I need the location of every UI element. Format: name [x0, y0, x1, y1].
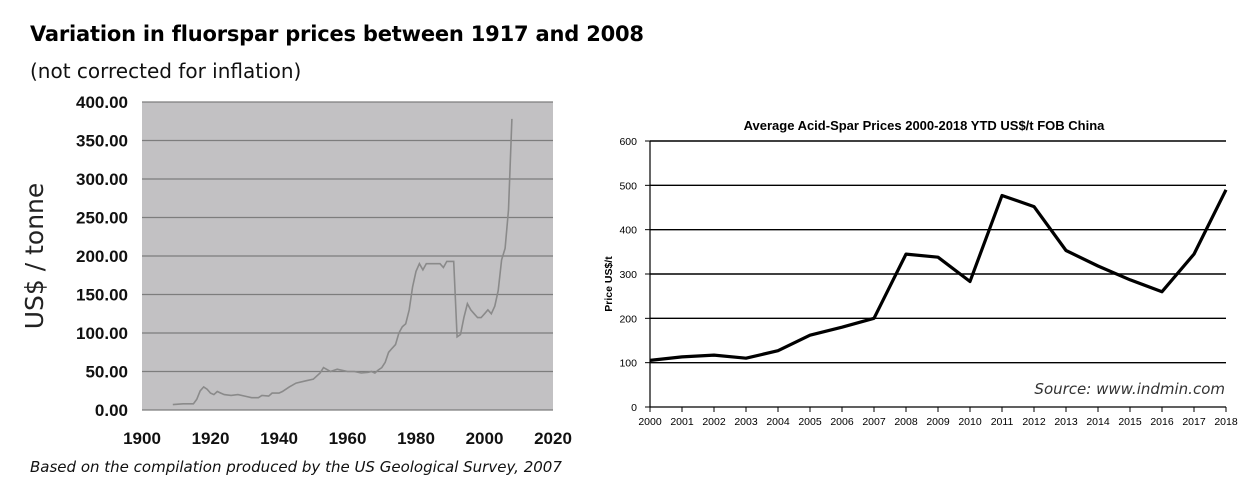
- chart2-x-tick: 2007: [862, 416, 886, 428]
- chart1-x-tick: 2000: [466, 429, 504, 448]
- chart2-x-tick: 2017: [1182, 416, 1206, 428]
- chart1-y-tick: 350.00: [76, 132, 128, 151]
- chart1-y-tick: 250.00: [76, 209, 128, 228]
- chart2-x-tick: 2010: [958, 416, 982, 428]
- chart1-y-tick: 150.00: [76, 286, 128, 305]
- chart2-x-tick: 2008: [894, 416, 918, 428]
- chart2-x-tick: 2006: [830, 416, 854, 428]
- chart1-x-tick-labels: 1900 1920 1940 1960 1980 2000 2020: [123, 429, 572, 448]
- chart2-x-tick: 2005: [798, 416, 822, 428]
- chart2-x-tick: 2013: [1054, 416, 1078, 428]
- chart2-x-tick: 2003: [734, 416, 758, 428]
- chart1-footnote: Based on the compilation produced by the…: [30, 458, 562, 476]
- chart2-price-line: [649, 189, 1228, 362]
- chart2-y-tick: 500: [619, 180, 637, 192]
- chart2-x-tick: 2011: [991, 416, 1014, 428]
- chart2-x-tick: 2018: [1214, 416, 1238, 428]
- chart2-y-tick-labels: 0 100 200 300 400 500 600: [619, 136, 637, 414]
- chart2-y-tick: 600: [619, 136, 637, 148]
- chart2-y-tick: 400: [619, 225, 637, 237]
- chart2-x-tick: 2016: [1150, 416, 1174, 428]
- chart1-y-tick: 400.00: [76, 93, 128, 112]
- chart1-x-tick: 2020: [534, 429, 572, 448]
- chart1-x-tick: 1980: [397, 429, 435, 448]
- chart2-x-tick: 2001: [670, 416, 694, 428]
- chart1-price-line: [172, 118, 513, 406]
- chart1-x-tick: 1900: [123, 429, 161, 448]
- chart2-title: Average Acid-Spar Prices 2000-2018 YTD U…: [744, 118, 1106, 133]
- chart1-y-tick: 50.00: [85, 363, 128, 382]
- chart2-y-tick: 300: [619, 269, 637, 281]
- chart1-x-tick: 1960: [329, 429, 367, 448]
- chart1-y-tick-labels: 0.00 50.00 100.00 150.00 200.00 250.00 300.00 3…: [76, 93, 128, 420]
- chart1-y-tick: 200.00: [76, 247, 128, 266]
- chart2-y-axis-label: Price US$/t: [603, 256, 615, 312]
- chart2-y-tick: 100: [619, 358, 637, 370]
- chart2-x-tick: 2012: [1022, 416, 1046, 428]
- chart2-source-annotation: Source: www.indmin.com: [1034, 380, 1225, 398]
- chart1-subtitle: (not corrected for inflation): [30, 59, 302, 83]
- chart2-gridlines: [650, 140, 1226, 364]
- chart2-y-tick: 200: [619, 313, 637, 325]
- chart2-axes: [645, 140, 1227, 412]
- chart1-y-tick: 300.00: [76, 170, 128, 189]
- chart1-y-tick: 0.00: [95, 401, 128, 420]
- chart1-x-tick: 1940: [260, 429, 298, 448]
- chart2-x-tick: 2000: [638, 416, 662, 428]
- fluorspar-price-chart: 0.00 50.00 100.00 150.00 200.00 250.00 300.00 3…: [20, 93, 572, 448]
- chart1-y-axis-label: US$ / tonne: [20, 183, 49, 330]
- chart2-x-tick: 2004: [766, 416, 790, 428]
- chart2-x-tick: 2014: [1086, 416, 1110, 428]
- chart2-y-tick: 0: [631, 402, 637, 414]
- chart2-x-tick: 2015: [1118, 416, 1142, 428]
- chart2-x-tick: 2002: [702, 416, 726, 428]
- chart2-x-tick: 2009: [926, 416, 950, 428]
- chart1-y-tick: 100.00: [76, 324, 128, 343]
- chart1-x-tick: 1920: [192, 429, 230, 448]
- chart2-x-tick-labels: 2000 2001 2002 2003 2004 2005 2006 2007 2008 2009…: [638, 416, 1238, 428]
- chart1-title: Variation in fluorspar prices between 19…: [30, 22, 644, 46]
